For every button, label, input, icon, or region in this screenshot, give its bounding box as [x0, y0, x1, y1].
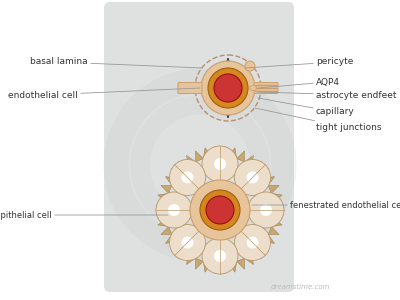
Text: tight junctions: tight junctions	[255, 108, 382, 133]
Circle shape	[190, 180, 250, 240]
Circle shape	[170, 224, 206, 260]
Polygon shape	[156, 202, 167, 210]
Polygon shape	[196, 151, 203, 162]
Polygon shape	[268, 227, 279, 235]
Circle shape	[245, 61, 255, 71]
Polygon shape	[273, 202, 284, 210]
Text: capillary: capillary	[258, 98, 355, 116]
Polygon shape	[258, 242, 269, 252]
Polygon shape	[271, 218, 282, 227]
Polygon shape	[264, 177, 274, 185]
Polygon shape	[244, 155, 254, 166]
Polygon shape	[271, 193, 282, 202]
Polygon shape	[158, 193, 169, 202]
Polygon shape	[237, 258, 244, 269]
Polygon shape	[258, 168, 269, 178]
Polygon shape	[161, 185, 172, 193]
Polygon shape	[203, 261, 212, 272]
Polygon shape	[268, 185, 279, 193]
Polygon shape	[156, 210, 167, 218]
Text: choroid plexus epithelial cell: choroid plexus epithelial cell	[0, 211, 168, 220]
Polygon shape	[178, 161, 188, 172]
Polygon shape	[212, 146, 220, 157]
Polygon shape	[244, 254, 254, 265]
Text: fenestrated endothelial cell: fenestrated endothelial cell	[252, 200, 400, 209]
Ellipse shape	[250, 85, 256, 91]
Circle shape	[170, 160, 206, 196]
Circle shape	[214, 158, 226, 170]
Text: basal lamina: basal lamina	[30, 58, 202, 68]
Circle shape	[208, 68, 248, 108]
Circle shape	[214, 250, 226, 262]
Circle shape	[182, 172, 194, 184]
Text: AQP4: AQP4	[258, 77, 340, 88]
Polygon shape	[220, 263, 228, 274]
Polygon shape	[252, 248, 262, 259]
FancyBboxPatch shape	[254, 82, 278, 94]
Text: pericyte: pericyte	[245, 58, 353, 68]
Polygon shape	[264, 235, 274, 243]
FancyBboxPatch shape	[104, 2, 294, 292]
Circle shape	[201, 61, 255, 115]
Circle shape	[206, 196, 234, 224]
Circle shape	[246, 236, 258, 248]
Polygon shape	[186, 254, 196, 265]
Text: dreamstime.com: dreamstime.com	[270, 284, 330, 290]
Circle shape	[202, 238, 238, 274]
Polygon shape	[178, 248, 188, 259]
Polygon shape	[237, 151, 244, 162]
Circle shape	[234, 224, 270, 260]
Polygon shape	[161, 227, 172, 235]
Circle shape	[156, 192, 192, 228]
Circle shape	[182, 236, 194, 248]
Polygon shape	[196, 258, 203, 269]
Polygon shape	[158, 218, 169, 227]
Polygon shape	[166, 177, 176, 185]
Circle shape	[168, 204, 180, 216]
Polygon shape	[220, 146, 228, 157]
Circle shape	[202, 146, 238, 182]
Circle shape	[214, 74, 242, 102]
Polygon shape	[166, 235, 176, 243]
Polygon shape	[203, 148, 212, 159]
Polygon shape	[212, 263, 220, 274]
Polygon shape	[186, 155, 196, 166]
Polygon shape	[228, 148, 237, 159]
Polygon shape	[171, 168, 182, 178]
Circle shape	[260, 204, 272, 216]
Polygon shape	[171, 242, 182, 252]
Circle shape	[200, 190, 240, 230]
Text: endothelial cell: endothelial cell	[8, 88, 200, 100]
Polygon shape	[228, 261, 237, 272]
Circle shape	[234, 160, 270, 196]
Polygon shape	[273, 210, 284, 218]
Polygon shape	[252, 161, 262, 172]
Text: astrocyte endfeet: astrocyte endfeet	[258, 91, 396, 100]
FancyBboxPatch shape	[178, 82, 202, 94]
Circle shape	[248, 192, 284, 228]
Circle shape	[246, 172, 258, 184]
